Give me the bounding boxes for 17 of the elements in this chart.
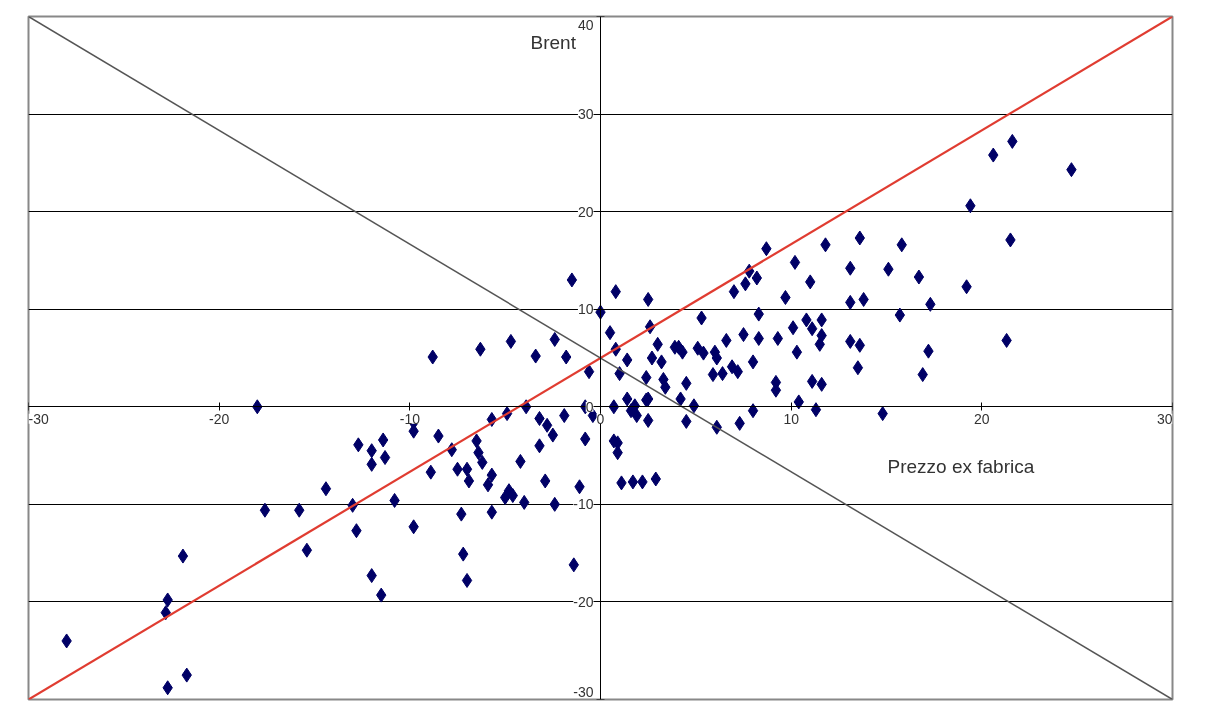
x-tick-label: 10 bbox=[783, 410, 800, 427]
y-tick-label: 40 bbox=[577, 16, 594, 33]
y-tick-label: 0 bbox=[585, 398, 594, 415]
x-tick-label: 0 bbox=[596, 410, 605, 427]
x-tick-label: 20 bbox=[974, 410, 990, 427]
x-tick-label: 30 bbox=[1156, 410, 1173, 427]
x-axis-title: Prezzo ex fabrica bbox=[887, 455, 1035, 477]
y-tick-label: 20 bbox=[577, 203, 594, 220]
x-tick-label: -30 bbox=[28, 410, 49, 427]
y-tick-label: -10 bbox=[573, 496, 594, 513]
y-tick-label: 30 bbox=[577, 106, 594, 123]
y-axis-title: Brent bbox=[530, 31, 577, 53]
y-tick-label: 10 bbox=[577, 301, 594, 318]
y-tick-label: -30 bbox=[573, 683, 594, 700]
x-tick-label: -10 bbox=[399, 410, 421, 427]
y-tick-label: -20 bbox=[573, 593, 594, 610]
x-tick-label: -20 bbox=[209, 410, 230, 427]
